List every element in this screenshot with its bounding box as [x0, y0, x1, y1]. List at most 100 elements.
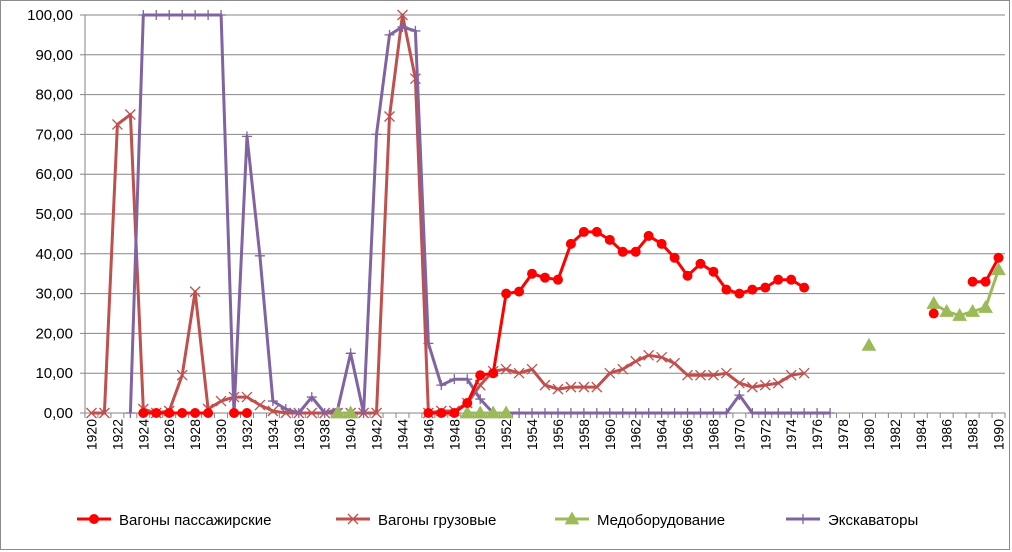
- data-point: [952, 307, 968, 321]
- data-point: [501, 288, 512, 299]
- x-tick-label: 1972: [757, 419, 773, 450]
- data-point: [656, 408, 667, 418]
- series-3: [125, 10, 836, 418]
- data-point: [578, 408, 589, 418]
- data-point: [991, 262, 1006, 276]
- data-point: [785, 369, 797, 381]
- data-point: [591, 408, 602, 418]
- legend-label: Медоборудование: [597, 512, 725, 529]
- x-tick-label: 1976: [809, 419, 825, 450]
- data-point: [384, 111, 395, 122]
- x-tick-label: 1948: [446, 419, 462, 450]
- data-point: [825, 408, 836, 418]
- data-point: [410, 25, 421, 36]
- data-point: [786, 274, 797, 285]
- data-point: [747, 284, 758, 295]
- y-tick-label: 30,00: [35, 286, 73, 303]
- x-tick-label: 1982: [887, 419, 903, 450]
- data-point: [177, 408, 188, 418]
- data-point: [978, 300, 993, 313]
- data-point: [630, 246, 641, 257]
- data-point: [707, 369, 719, 381]
- data-point: [397, 9, 408, 21]
- data-point: [371, 407, 383, 419]
- data-point: [241, 408, 252, 418]
- data-point: [98, 407, 110, 419]
- data-point: [423, 338, 434, 349]
- data-point: [540, 408, 550, 418]
- legend: Вагоны пассажирские Вагоны грузовые Медобо…: [77, 511, 918, 529]
- data-point: [993, 252, 1004, 263]
- legend-item: Экскаваторы: [786, 512, 918, 529]
- x-tick-label: 1984: [913, 419, 929, 450]
- data-point: [760, 282, 771, 293]
- data-point: [926, 296, 942, 309]
- data-point: [475, 370, 486, 381]
- x-tick-label: 1936: [291, 419, 307, 450]
- data-point: [500, 363, 512, 375]
- legend-label: Вагоны грузовые: [378, 512, 496, 529]
- data-point: [695, 408, 706, 418]
- x-tick-label: 1942: [369, 419, 385, 450]
- y-tick-label: 80,00: [35, 87, 73, 104]
- data-point: [540, 272, 550, 283]
- data-point: [449, 374, 460, 385]
- axes: [80, 14, 1006, 418]
- data-point: [190, 10, 201, 20]
- data-point: [604, 234, 615, 245]
- data-point: [759, 379, 771, 391]
- data-point: [423, 408, 434, 418]
- data-point: [760, 408, 771, 418]
- data-point: [591, 226, 602, 237]
- data-point: [565, 381, 577, 393]
- x-tick-label: 1990: [991, 419, 1007, 450]
- data-point: [812, 408, 823, 418]
- data-point: [578, 226, 589, 237]
- data-point: [928, 308, 939, 319]
- data-point: [449, 408, 460, 418]
- data-point: [604, 408, 615, 418]
- legend-item: Вагоны пассажирские: [77, 512, 271, 529]
- x-tick-label: 1952: [498, 419, 514, 450]
- data-point: [384, 29, 395, 40]
- data-point: [669, 357, 681, 369]
- data-point: [358, 408, 369, 418]
- data-point: [527, 268, 538, 279]
- data-point: [564, 511, 580, 525]
- x-tick-label: 1920: [83, 419, 99, 450]
- data-point: [798, 514, 808, 524]
- x-tick-label: 1958: [576, 419, 592, 450]
- x-tick-label: 1988: [965, 419, 981, 450]
- data-point: [939, 304, 955, 317]
- data-point: [215, 395, 227, 407]
- x-tick-label: 1954: [524, 419, 540, 450]
- y-tick-labels: 0,00 10,00 20,00 30,00 40,00 50,00 60,00 70,00 8…: [27, 7, 73, 422]
- y-tick-label: 40,00: [35, 246, 73, 263]
- data-point: [203, 408, 214, 418]
- x-tick-label: 1950: [472, 419, 488, 450]
- data-point: [176, 369, 188, 381]
- y-tick-label: 90,00: [35, 47, 73, 64]
- x-tick-label: 1960: [602, 419, 618, 450]
- data-point: [241, 391, 253, 403]
- data-point: [459, 405, 475, 419]
- data-point: [436, 408, 447, 418]
- data-point: [733, 377, 745, 389]
- data-point: [798, 367, 810, 379]
- data-point: [617, 408, 628, 418]
- data-point: [498, 405, 514, 419]
- data-point: [124, 109, 136, 120]
- data-point: [138, 10, 149, 20]
- x-tick-label: 1928: [187, 419, 203, 450]
- data-point: [630, 408, 641, 418]
- data-point: [552, 274, 563, 285]
- data-point: [267, 396, 278, 407]
- data-point: [617, 246, 628, 257]
- data-point: [462, 398, 473, 409]
- data-point: [656, 351, 668, 363]
- data-point: [151, 10, 162, 20]
- data-point: [656, 238, 667, 249]
- legend-item: Вагоны грузовые: [336, 512, 496, 529]
- legend-label: Экскаваторы: [828, 512, 918, 529]
